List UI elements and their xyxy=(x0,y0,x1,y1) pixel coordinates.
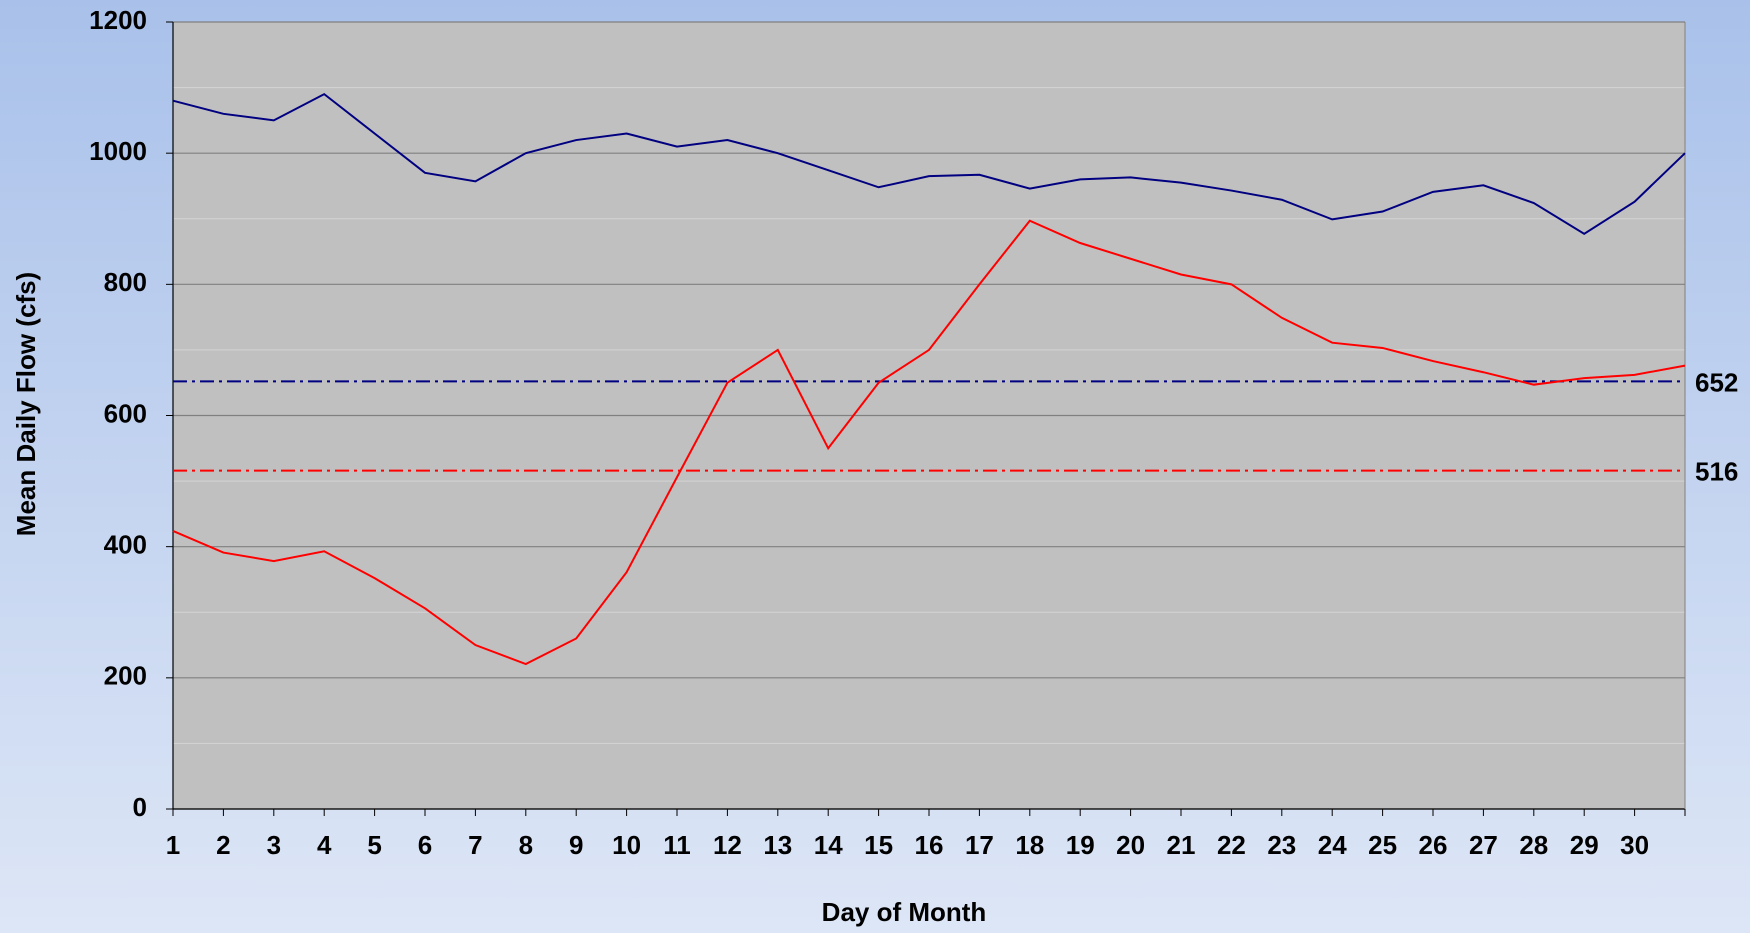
x-tick-label: 10 xyxy=(612,830,641,860)
x-axis-title: Day of Month xyxy=(822,897,987,927)
x-tick-label: 23 xyxy=(1267,830,1296,860)
x-tick-label: 29 xyxy=(1570,830,1599,860)
x-tick-label: 20 xyxy=(1116,830,1145,860)
x-tick-label: 3 xyxy=(267,830,281,860)
y-tick-label: 600 xyxy=(104,398,147,428)
y-tick-label: 1000 xyxy=(89,136,147,166)
x-tick-label: 17 xyxy=(965,830,994,860)
y-tick-label: 400 xyxy=(104,530,147,560)
y-tick-label: 200 xyxy=(104,661,147,691)
x-tick-label: 21 xyxy=(1167,830,1196,860)
x-tick-label: 4 xyxy=(317,830,332,860)
x-tick-label: 6 xyxy=(418,830,432,860)
x-tick-label: 7 xyxy=(468,830,482,860)
x-tick-label: 9 xyxy=(569,830,583,860)
x-tick-label: 2 xyxy=(216,830,230,860)
x-tick-label: 30 xyxy=(1620,830,1649,860)
x-tick-label: 15 xyxy=(864,830,893,860)
y-tick-label: 0 xyxy=(133,792,147,822)
reference-label: 516 xyxy=(1695,456,1738,486)
series-line xyxy=(172,92,1686,236)
y-axis-title: Mean Daily Flow (cfs) xyxy=(11,272,41,536)
x-tick-label: 22 xyxy=(1217,830,1246,860)
y-tick-label: 1200 xyxy=(89,5,147,35)
x-tick-label: 24 xyxy=(1318,830,1347,860)
series-line xyxy=(172,219,1686,666)
x-tick-label: 8 xyxy=(519,830,533,860)
reference-label: 652 xyxy=(1695,367,1738,397)
x-tick-label: 1 xyxy=(166,830,180,860)
x-tick-label: 13 xyxy=(763,830,792,860)
x-tick-label: 19 xyxy=(1066,830,1095,860)
x-tick-label: 14 xyxy=(814,830,843,860)
x-tick-label: 25 xyxy=(1368,830,1397,860)
x-tick-label: 16 xyxy=(915,830,944,860)
y-tick-label: 800 xyxy=(104,267,147,297)
x-tick-label: 5 xyxy=(367,830,381,860)
x-tick-label: 18 xyxy=(1015,830,1044,860)
x-tick-label: 26 xyxy=(1419,830,1448,860)
x-tick-label: 11 xyxy=(663,830,691,860)
x-tick-label: 27 xyxy=(1469,830,1498,860)
x-tick-label: 12 xyxy=(713,830,742,860)
x-tick-label: 28 xyxy=(1519,830,1548,860)
